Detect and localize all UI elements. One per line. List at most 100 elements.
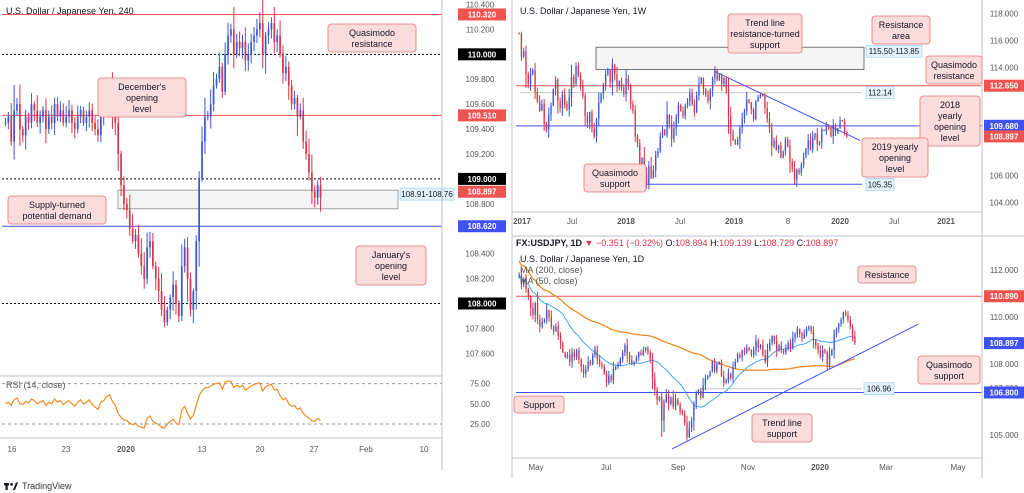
candle-body [308,153,310,173]
rsi-y-tick: 75.00 [470,380,491,389]
candle-body [730,116,732,134]
candle-body [563,94,566,104]
h4-y-tick: 108.800 [466,200,495,209]
candle-body [700,390,702,398]
w1-y-tick: 114.000 [990,63,1019,72]
candle-body [698,83,700,96]
candle-body [617,364,619,367]
candle-body [704,378,707,386]
candle-body [645,174,648,185]
w1-y-tick: 116.000 [990,36,1019,45]
d1-price-tag-bg [984,290,1024,303]
tradingview-logo-icon[interactable] [4,481,18,491]
candle-body [566,103,568,110]
candle-body [256,29,258,36]
candle-body [273,23,276,42]
candle-body [680,105,682,111]
candle-body [638,352,640,358]
w1-y-tick: 118.000 [990,9,1019,18]
candle-body [607,70,609,75]
w1-callout-2018-open-line: yearly [938,111,963,121]
d1-callout-trendline-line: support [767,429,798,439]
candle-body [823,129,825,131]
w1-callout-trendline-line: resistance-turned [730,29,800,39]
candle-body [71,110,73,123]
candle-body [707,94,709,102]
w1-chart-title: U.S. Dollar / Japanese Yen, 1W [520,6,647,16]
candle-body [778,345,780,351]
h4-price-tag-bg [458,220,506,233]
candle-body [529,74,532,84]
w1-callout-2018-open-line: opening [934,122,966,132]
candle-body [175,284,177,304]
candle-body [605,373,608,384]
h4-callout-supply-demand-line: potential demand [22,211,91,221]
candle-body [4,122,7,124]
candle-body [672,397,674,407]
footer-brand[interactable]: TradingView [22,480,72,491]
candle-body [787,343,789,348]
candle-body [729,373,732,379]
candle-body [649,352,651,360]
candle-body [757,340,759,348]
d1-price-tag: 108.897 [990,339,1019,348]
h4-candles [4,0,322,327]
candle-body [117,122,120,154]
candle-body [695,95,698,113]
candle-body [657,151,659,156]
candle-body [313,191,316,198]
candle-body [195,241,198,292]
candle-body [768,118,771,129]
candle-body [666,114,668,136]
candle-body [525,279,527,289]
candle-body [826,352,828,365]
candle-body [739,128,741,141]
w1-callout-2019-open-box [861,137,929,178]
candle-body [541,103,543,111]
candle-body [302,110,305,142]
candle-body [832,125,834,137]
candle-body [264,35,267,55]
w1-zone-label-bg [865,44,923,58]
candle-body [593,128,595,137]
candle-body [732,133,734,141]
d1-callout-qm-support-line: Quasimodo [926,360,972,370]
d1-y-tick: 112.000 [990,266,1019,275]
candle-body [667,394,670,405]
candle-body [569,354,571,362]
candle-body [146,247,148,279]
candle-body [750,102,752,110]
candle-body [681,411,684,414]
candle-body [623,87,625,95]
candle-body [603,366,605,374]
candle-body [250,41,253,55]
candle-body [805,148,807,157]
h4-price-tag: 108.897 [468,188,497,197]
d1-ohlc-part: ▼ −0.351 (−0.32%) [585,238,666,248]
candle-body [773,336,776,341]
candle-body [789,343,792,348]
candle-body [241,41,244,49]
candle-body [290,85,293,105]
candle-body [546,310,548,320]
candle-body [316,185,319,198]
candle-body [734,140,737,145]
candle-body [287,66,290,86]
d1-callout-resistance-box [857,265,917,284]
candle-body [635,357,638,362]
w1-callout-trendline-box [727,13,803,54]
w1-callout-qm-support-line: Quasimodo [592,168,638,178]
d1-label-10696-bg [863,382,895,396]
h4-callout-december-open-line: level [133,104,152,114]
h4-x-tick: 2020 [117,445,135,454]
candle-body [711,78,714,91]
candle-body [36,110,39,123]
candle-body [564,352,566,358]
candle-body [235,41,238,55]
candle-body [529,296,532,308]
candle-body [73,122,76,130]
candle-body [651,359,654,379]
candle-body [10,116,13,142]
h4-callout-december-open-line: December's [118,82,166,92]
candle-body [665,394,667,402]
